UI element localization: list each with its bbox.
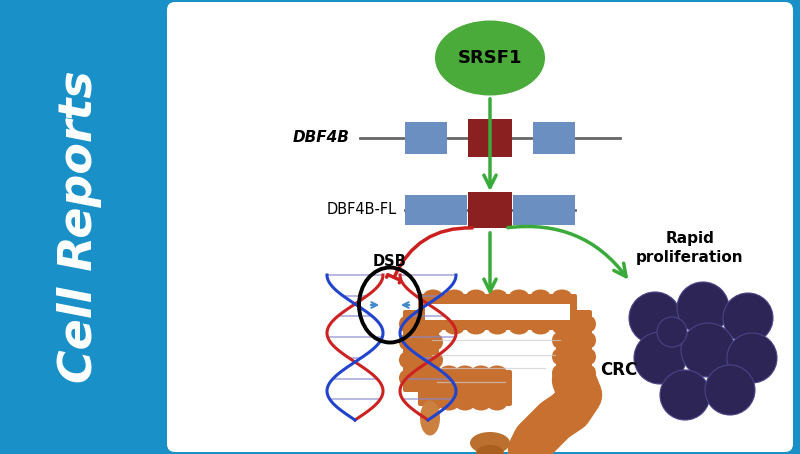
Ellipse shape xyxy=(445,321,464,335)
Ellipse shape xyxy=(431,352,443,368)
Ellipse shape xyxy=(705,365,755,415)
Ellipse shape xyxy=(677,282,729,334)
Ellipse shape xyxy=(399,352,411,368)
Ellipse shape xyxy=(510,321,529,335)
FancyBboxPatch shape xyxy=(418,370,512,406)
Ellipse shape xyxy=(435,20,545,95)
Ellipse shape xyxy=(552,321,572,335)
Ellipse shape xyxy=(445,290,464,302)
Ellipse shape xyxy=(488,290,507,302)
Ellipse shape xyxy=(423,365,442,379)
Ellipse shape xyxy=(629,292,681,344)
FancyBboxPatch shape xyxy=(405,122,447,154)
Ellipse shape xyxy=(476,445,504,454)
FancyBboxPatch shape xyxy=(405,195,467,225)
Ellipse shape xyxy=(399,316,411,332)
Ellipse shape xyxy=(455,365,474,379)
Ellipse shape xyxy=(431,370,443,386)
Ellipse shape xyxy=(552,290,572,302)
Ellipse shape xyxy=(584,332,596,348)
Text: DBF4B: DBF4B xyxy=(293,130,350,145)
FancyBboxPatch shape xyxy=(468,119,512,157)
Ellipse shape xyxy=(552,316,564,332)
Ellipse shape xyxy=(584,349,596,365)
FancyBboxPatch shape xyxy=(533,122,575,154)
FancyBboxPatch shape xyxy=(403,310,439,392)
Ellipse shape xyxy=(530,321,550,335)
Ellipse shape xyxy=(584,365,596,381)
Ellipse shape xyxy=(727,333,777,383)
FancyBboxPatch shape xyxy=(425,304,570,320)
Ellipse shape xyxy=(487,365,506,379)
Text: Cell Reports: Cell Reports xyxy=(58,71,102,383)
Ellipse shape xyxy=(487,398,506,410)
Ellipse shape xyxy=(466,321,486,335)
FancyBboxPatch shape xyxy=(167,2,793,452)
Ellipse shape xyxy=(723,293,773,343)
FancyBboxPatch shape xyxy=(513,195,575,225)
Text: DSB: DSB xyxy=(373,255,407,270)
Text: SRSF1: SRSF1 xyxy=(458,49,522,67)
Ellipse shape xyxy=(423,321,442,335)
Ellipse shape xyxy=(552,349,564,365)
Ellipse shape xyxy=(466,290,486,302)
Ellipse shape xyxy=(510,290,529,302)
Ellipse shape xyxy=(423,398,442,410)
Ellipse shape xyxy=(431,316,443,332)
FancyBboxPatch shape xyxy=(418,294,577,330)
Ellipse shape xyxy=(552,332,564,348)
Ellipse shape xyxy=(552,365,564,381)
Ellipse shape xyxy=(660,370,710,420)
Ellipse shape xyxy=(470,432,510,454)
Ellipse shape xyxy=(634,332,686,384)
Ellipse shape xyxy=(399,370,411,386)
Ellipse shape xyxy=(420,400,440,435)
Ellipse shape xyxy=(439,398,458,410)
FancyBboxPatch shape xyxy=(556,310,592,387)
Ellipse shape xyxy=(488,321,507,335)
Ellipse shape xyxy=(681,323,735,377)
Ellipse shape xyxy=(431,334,443,350)
Ellipse shape xyxy=(471,398,490,410)
Ellipse shape xyxy=(423,290,442,302)
Ellipse shape xyxy=(471,365,490,379)
Ellipse shape xyxy=(439,365,458,379)
Ellipse shape xyxy=(399,334,411,350)
Text: DBF4B-FL: DBF4B-FL xyxy=(327,202,397,217)
Text: Rapid
proliferation: Rapid proliferation xyxy=(636,231,744,266)
Text: CRC: CRC xyxy=(600,361,638,379)
Ellipse shape xyxy=(657,317,687,347)
Ellipse shape xyxy=(455,398,474,410)
FancyBboxPatch shape xyxy=(468,192,512,228)
Ellipse shape xyxy=(530,290,550,302)
Ellipse shape xyxy=(584,316,596,332)
